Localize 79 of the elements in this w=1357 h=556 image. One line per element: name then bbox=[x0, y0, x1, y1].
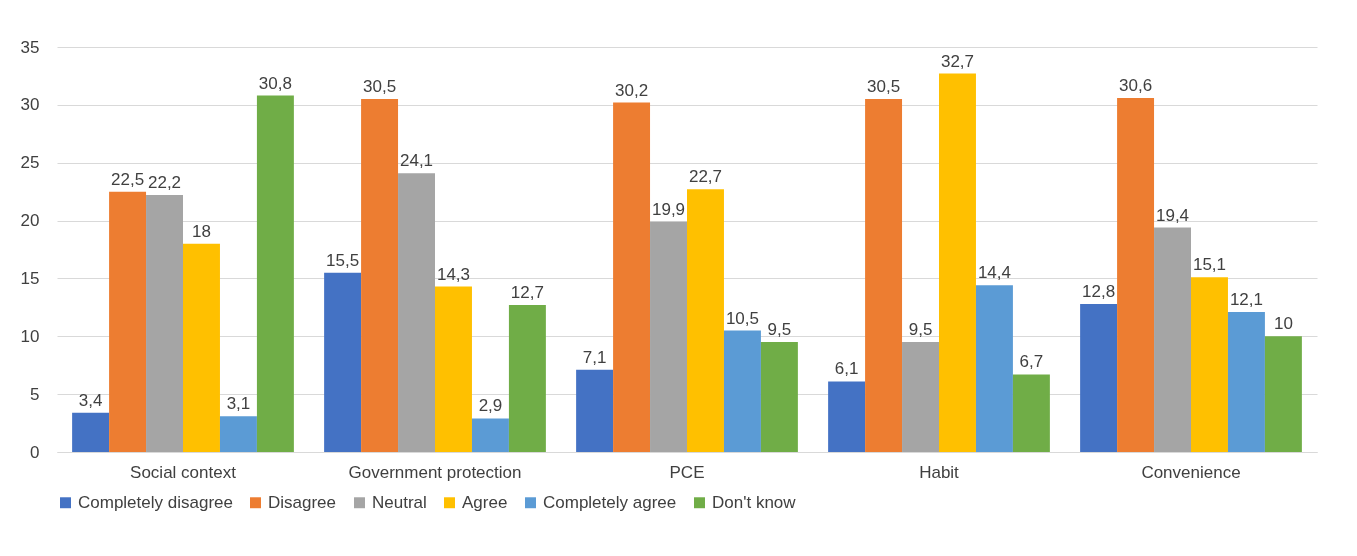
bar bbox=[109, 191, 147, 452]
data-label: 19,4 bbox=[1155, 205, 1190, 225]
data-label: 15,5 bbox=[326, 250, 360, 270]
x-tick-label: Habit bbox=[919, 462, 960, 482]
bar bbox=[939, 73, 976, 452]
x-tick-label: Government protection bbox=[348, 462, 522, 482]
x-tick-label: Social context bbox=[130, 462, 237, 482]
data-label: 3,1 bbox=[226, 394, 251, 414]
bar bbox=[146, 195, 183, 452]
bar bbox=[471, 418, 509, 452]
data-label: 7,1 bbox=[582, 347, 607, 367]
bar bbox=[435, 286, 472, 452]
legend-label: Disagree bbox=[268, 492, 337, 512]
data-label: 30,2 bbox=[615, 80, 649, 100]
bar bbox=[256, 95, 294, 452]
data-label: 30,5 bbox=[363, 77, 397, 97]
data-label: 24,1 bbox=[399, 151, 434, 171]
bar bbox=[1227, 311, 1265, 452]
data-label: 22,7 bbox=[688, 167, 723, 187]
legend-label: Completely agree bbox=[543, 492, 677, 512]
y-tick-label: 5 bbox=[30, 384, 40, 404]
data-label: 19,9 bbox=[651, 199, 686, 219]
data-label: 9,5 bbox=[908, 320, 933, 340]
data-label: 6,7 bbox=[1019, 352, 1044, 372]
y-tick-label: 35 bbox=[20, 37, 40, 57]
data-label: 18 bbox=[192, 221, 211, 241]
data-label: 6,1 bbox=[834, 359, 859, 379]
bar bbox=[760, 342, 798, 452]
bar bbox=[687, 189, 724, 452]
bar bbox=[865, 99, 903, 452]
bar bbox=[828, 381, 866, 452]
data-label: 9,5 bbox=[767, 320, 792, 340]
y-tick-label: 30 bbox=[20, 95, 40, 115]
bar bbox=[1080, 303, 1118, 452]
y-tick-label: 20 bbox=[20, 211, 40, 231]
legend-label: Completely disagree bbox=[78, 492, 233, 512]
data-label: 10 bbox=[1273, 314, 1293, 334]
bar bbox=[1191, 277, 1228, 452]
x-tick-label: Convenience bbox=[1141, 462, 1241, 482]
bar bbox=[508, 305, 546, 452]
legend-label: Agree bbox=[462, 492, 508, 512]
data-label: 30,5 bbox=[867, 77, 901, 97]
data-label: 30,6 bbox=[1119, 75, 1153, 95]
data-label: 14,3 bbox=[436, 264, 471, 284]
data-label: 30,8 bbox=[258, 73, 292, 93]
bar bbox=[723, 330, 761, 452]
bar bbox=[650, 221, 687, 452]
data-label: 12,1 bbox=[1229, 289, 1263, 309]
data-label: 12,7 bbox=[510, 283, 544, 303]
x-tick-label: PCE bbox=[669, 462, 705, 482]
bar bbox=[1154, 227, 1191, 452]
y-tick-label: 0 bbox=[30, 442, 40, 462]
y-tick-label: 25 bbox=[20, 153, 40, 173]
legend-label: Neutral bbox=[372, 492, 427, 512]
data-label: 12,8 bbox=[1082, 281, 1116, 301]
y-tick-label: 15 bbox=[20, 268, 40, 288]
bar bbox=[1012, 374, 1050, 452]
data-label: 15,1 bbox=[1192, 255, 1227, 275]
bar bbox=[398, 173, 435, 452]
bar bbox=[1117, 97, 1155, 452]
bar bbox=[613, 102, 651, 452]
data-label: 3,4 bbox=[78, 390, 103, 410]
bar bbox=[361, 99, 399, 452]
data-label: 22,5 bbox=[111, 169, 145, 189]
bar bbox=[902, 342, 939, 452]
bar bbox=[576, 369, 614, 452]
data-label: 32,7 bbox=[940, 51, 975, 71]
data-label: 22,2 bbox=[147, 173, 182, 193]
bar bbox=[183, 243, 220, 452]
bar bbox=[324, 272, 362, 452]
bar bbox=[1264, 336, 1302, 452]
legend-label: Don't know bbox=[712, 492, 797, 512]
data-label: 14,4 bbox=[977, 263, 1011, 283]
data-label: 10,5 bbox=[725, 308, 759, 328]
data-label: 2,9 bbox=[478, 396, 503, 416]
bar bbox=[219, 416, 257, 452]
bar bbox=[975, 285, 1013, 452]
y-tick-label: 10 bbox=[20, 326, 40, 346]
bar bbox=[72, 412, 110, 452]
